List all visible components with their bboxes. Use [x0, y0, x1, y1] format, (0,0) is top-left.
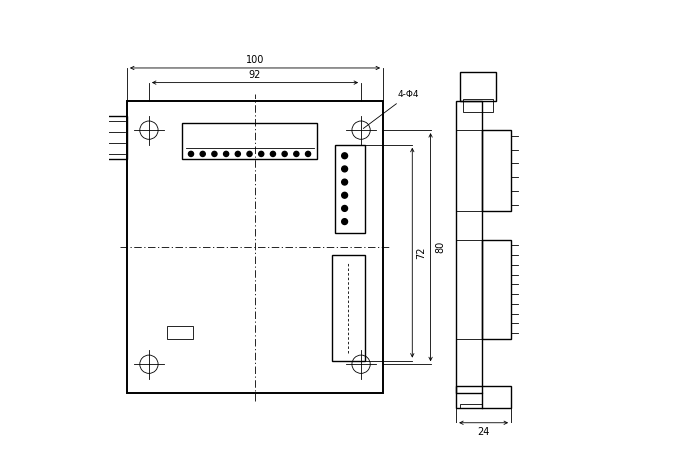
Bar: [482, 130, 511, 210]
Text: 24: 24: [477, 427, 490, 437]
Bar: [482, 240, 511, 339]
Bar: [464, 99, 493, 112]
Circle shape: [189, 152, 193, 156]
Circle shape: [306, 152, 310, 156]
Circle shape: [341, 166, 347, 172]
Circle shape: [235, 152, 241, 156]
Text: 72: 72: [416, 247, 426, 259]
Bar: [335, 145, 365, 233]
Bar: [182, 123, 317, 160]
Bar: [127, 101, 383, 393]
Circle shape: [341, 153, 347, 159]
Circle shape: [212, 152, 217, 156]
Bar: [456, 386, 511, 408]
Bar: [460, 404, 482, 408]
Circle shape: [247, 152, 252, 156]
Text: 4-Φ4: 4-Φ4: [363, 90, 419, 128]
Circle shape: [341, 206, 347, 211]
Circle shape: [341, 218, 347, 225]
Circle shape: [270, 152, 276, 156]
Circle shape: [200, 152, 206, 156]
Circle shape: [259, 152, 264, 156]
Bar: [98, 115, 127, 160]
Bar: [456, 101, 482, 393]
Circle shape: [294, 152, 299, 156]
Bar: [167, 326, 193, 339]
Bar: [460, 72, 496, 101]
Circle shape: [341, 192, 347, 198]
Text: 80: 80: [435, 241, 445, 253]
Circle shape: [282, 152, 287, 156]
Circle shape: [341, 179, 347, 185]
Text: 100: 100: [246, 55, 264, 65]
Circle shape: [224, 152, 228, 156]
Bar: [332, 255, 365, 361]
Text: 92: 92: [249, 70, 261, 80]
